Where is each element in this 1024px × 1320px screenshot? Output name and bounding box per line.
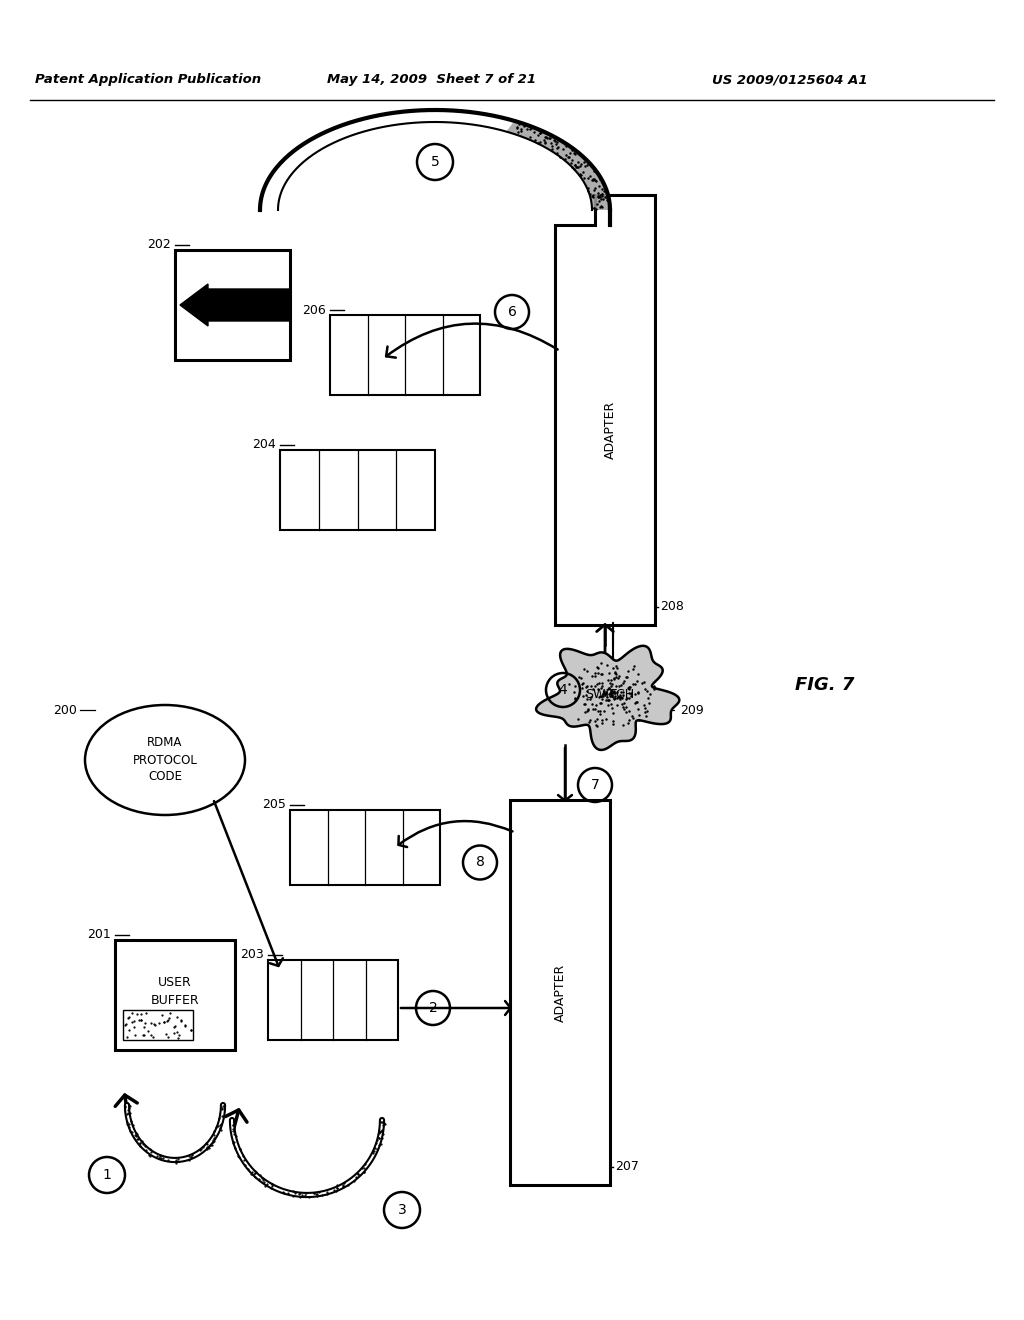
Text: 2: 2 <box>429 1001 437 1015</box>
Bar <box>280 450 435 531</box>
Text: 206: 206 <box>302 304 326 317</box>
Text: USER: USER <box>216 289 250 301</box>
Text: 4: 4 <box>559 682 567 697</box>
Text: 202: 202 <box>147 239 171 252</box>
Text: 203: 203 <box>241 949 264 961</box>
Bar <box>268 960 398 1040</box>
Text: 1: 1 <box>102 1168 112 1181</box>
Bar <box>290 810 440 884</box>
Text: BUFFER: BUFFER <box>151 994 200 1007</box>
Text: BUFFER: BUFFER <box>208 309 257 322</box>
Text: 209: 209 <box>680 704 703 717</box>
Text: 205: 205 <box>262 799 286 812</box>
Text: 208: 208 <box>660 601 684 614</box>
Text: ADAPTER: ADAPTER <box>603 401 616 459</box>
Text: 201: 201 <box>87 928 111 941</box>
Text: PROTOCOL: PROTOCOL <box>132 754 198 767</box>
Text: 204: 204 <box>252 438 276 451</box>
Text: SWITCH: SWITCH <box>586 689 635 701</box>
FancyArrow shape <box>180 284 290 326</box>
Bar <box>330 315 480 395</box>
Bar <box>175 249 290 360</box>
Text: RDMA: RDMA <box>147 737 182 750</box>
Text: 6: 6 <box>508 305 516 319</box>
Bar <box>123 1010 193 1040</box>
Text: ADAPTER: ADAPTER <box>554 964 566 1022</box>
Text: May 14, 2009  Sheet 7 of 21: May 14, 2009 Sheet 7 of 21 <box>328 74 537 87</box>
Text: 207: 207 <box>615 1160 639 1173</box>
Bar <box>115 940 234 1049</box>
Text: 7: 7 <box>591 777 599 792</box>
Bar <box>510 800 610 1185</box>
Polygon shape <box>506 121 610 210</box>
Text: 5: 5 <box>431 154 439 169</box>
Text: FIG. 7: FIG. 7 <box>795 676 854 694</box>
Text: USER: USER <box>158 977 191 990</box>
Text: 8: 8 <box>475 855 484 870</box>
Text: 3: 3 <box>397 1203 407 1217</box>
Text: US 2009/0125604 A1: US 2009/0125604 A1 <box>712 74 867 87</box>
Polygon shape <box>537 645 679 750</box>
Text: CODE: CODE <box>148 771 182 784</box>
Text: Patent Application Publication: Patent Application Publication <box>35 74 261 87</box>
Text: 200: 200 <box>53 704 77 717</box>
